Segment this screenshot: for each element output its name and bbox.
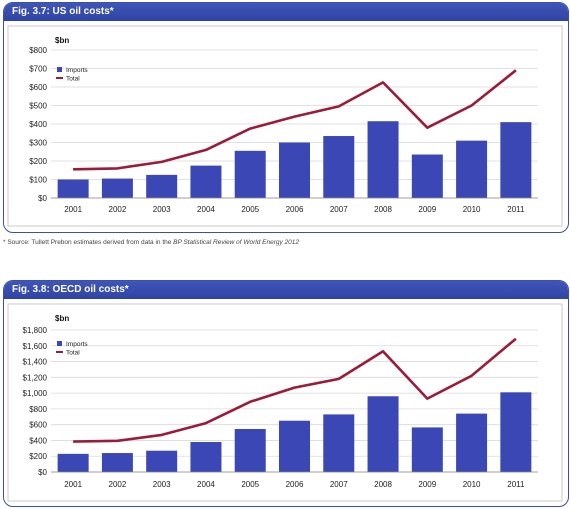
- chart-title: Fig. 3.8: OECD oil costs*: [4, 281, 568, 299]
- y-tick-label: $200: [29, 157, 47, 166]
- y-tick-label: $1,800: [23, 326, 48, 335]
- y-tick-label: $100: [29, 176, 47, 185]
- y-tick-label: $800: [29, 405, 47, 414]
- x-tick-label: 2010: [463, 480, 481, 489]
- y-tick-label: $500: [29, 102, 47, 111]
- source-publication: BP Statistical Review of World Energy 20…: [173, 239, 300, 246]
- x-tick-label: 2006: [286, 480, 304, 489]
- bar-imports: [146, 174, 178, 198]
- y-tick-label: $1,400: [23, 358, 48, 367]
- y-tick-label: $0: [38, 194, 47, 203]
- us-oil-costs-chart: $bn $0 $100 $200 $300 $400 $500 $600 $700 $800 200…: [7, 25, 563, 227]
- bar-imports: [101, 453, 133, 472]
- legend-swatch-imports: [57, 67, 62, 72]
- bar-imports: [234, 429, 266, 472]
- legend-swatch-imports: [57, 341, 62, 346]
- x-tick-label: 2004: [197, 480, 215, 489]
- bar-imports: [411, 427, 443, 472]
- x-tick-label: 2007: [330, 205, 348, 214]
- bar-imports: [411, 154, 443, 198]
- bar-imports: [190, 165, 222, 198]
- bar-imports: [101, 178, 133, 198]
- bar-imports: [367, 121, 399, 198]
- bar-imports: [190, 442, 222, 472]
- x-tick-label: 2001: [64, 205, 82, 214]
- bar-imports: [456, 140, 488, 198]
- bar-imports: [57, 453, 89, 472]
- x-tick-label: 2005: [241, 480, 259, 489]
- x-tick-label: 2008: [374, 205, 392, 214]
- x-tick-label: 2007: [330, 480, 348, 489]
- y-unit-label: $bn: [55, 314, 69, 323]
- x-tick-label: 2009: [418, 480, 436, 489]
- x-tick-label: 2005: [241, 205, 259, 214]
- bar-imports: [323, 414, 355, 472]
- legend-label-imports: Imports: [66, 67, 88, 74]
- y-tick-label: $300: [29, 139, 47, 148]
- x-tick-label: 2011: [507, 205, 525, 214]
- y-tick-label: $1,600: [23, 342, 48, 351]
- x-tick-label: 2009: [418, 205, 436, 214]
- source-note: * Source: Tullett Prebon estimates deriv…: [3, 239, 299, 246]
- bar-imports: [367, 396, 399, 472]
- bar-imports: [500, 122, 532, 198]
- y-tick-label: $1,000: [23, 389, 48, 398]
- y-tick-label: $800: [29, 46, 47, 55]
- legend-label-imports: Imports: [66, 341, 88, 348]
- bar-imports: [57, 179, 89, 198]
- y-tick-label: $600: [29, 421, 47, 430]
- y-tick-label: $700: [29, 65, 47, 74]
- legend-label-total: Total: [66, 350, 80, 357]
- y-tick-label: $0: [38, 468, 47, 477]
- chart-title: Fig. 3.7: US oil costs*: [4, 3, 568, 21]
- x-tick-label: 2004: [197, 205, 215, 214]
- bar-imports: [234, 150, 266, 198]
- y-tick-label: $400: [29, 120, 47, 129]
- source-prefix: * Source: Tullett Prebon estimates deriv…: [3, 239, 174, 246]
- y-unit-label: $bn: [55, 36, 69, 45]
- bar-imports: [323, 136, 355, 198]
- x-tick-label: 2010: [463, 205, 481, 214]
- x-tick-label: 2008: [374, 480, 392, 489]
- oecd-oil-costs-chart: $bn $0 $200 $400 $600 $800 $1,000 $1,200 $1,400 $…: [7, 303, 563, 502]
- y-tick-label: $200: [29, 452, 47, 461]
- x-tick-label: 2001: [64, 480, 82, 489]
- y-tick-label: $600: [29, 83, 47, 92]
- bar-imports: [456, 413, 488, 472]
- x-tick-label: 2002: [109, 205, 127, 214]
- chart-panel-oecd: Fig. 3.8: OECD oil costs* $bn $0 $200 $400 $…: [3, 280, 569, 507]
- x-tick-label: 2003: [153, 205, 171, 214]
- bar-imports: [500, 392, 532, 472]
- chart-panel-us: Fig. 3.7: US oil costs* $bn $0 $100 $200 $30…: [3, 2, 569, 233]
- x-tick-label: 2002: [109, 480, 127, 489]
- x-tick-label: 2003: [153, 480, 171, 489]
- bar-imports: [279, 420, 310, 472]
- x-tick-label: 2006: [286, 205, 304, 214]
- y-tick-label: $400: [29, 436, 47, 445]
- x-tick-label: 2011: [507, 480, 525, 489]
- bar-imports: [146, 450, 178, 472]
- bar-imports: [279, 142, 310, 198]
- y-tick-label: $1,200: [23, 373, 48, 382]
- legend-label-total: Total: [66, 76, 80, 83]
